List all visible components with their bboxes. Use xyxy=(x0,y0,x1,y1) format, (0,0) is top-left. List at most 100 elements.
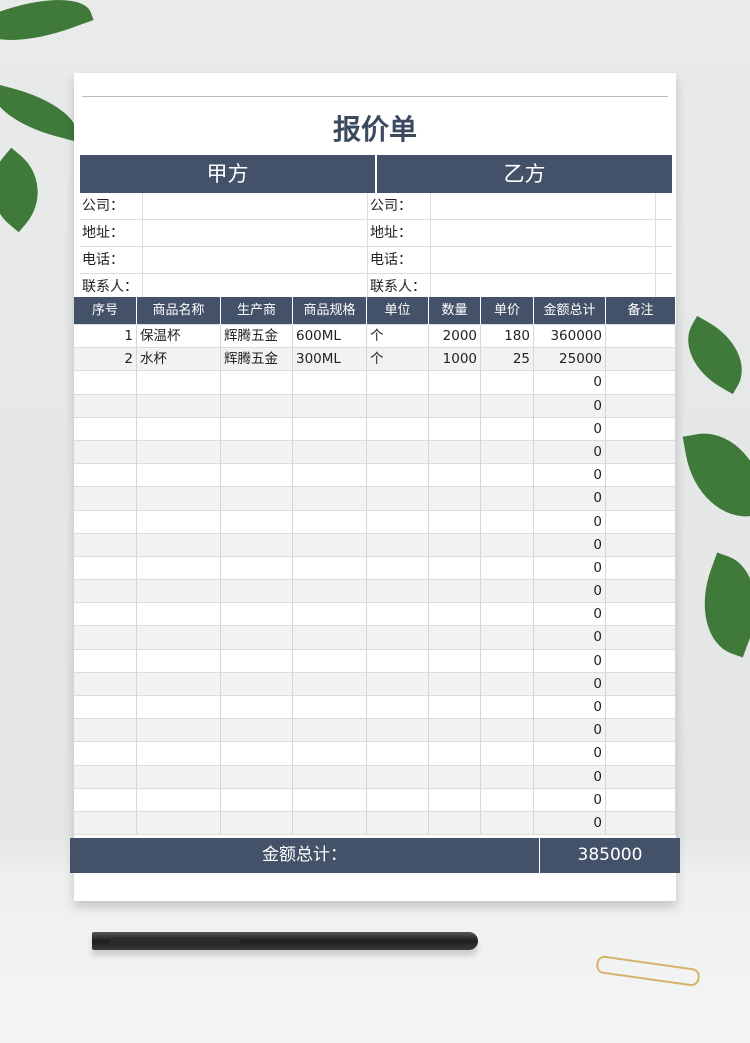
table-cell[interactable] xyxy=(606,487,676,511)
table-cell[interactable]: 保温杯 xyxy=(137,325,221,349)
table-cell[interactable]: 水杯 xyxy=(137,348,221,372)
table-cell[interactable] xyxy=(293,603,367,627)
table-cell[interactable] xyxy=(481,788,534,812)
table-cell[interactable] xyxy=(429,580,481,604)
table-cell[interactable] xyxy=(137,672,221,696)
table-cell[interactable] xyxy=(137,696,221,720)
table-cell[interactable] xyxy=(429,788,481,812)
table-cell[interactable] xyxy=(606,371,676,395)
table-cell[interactable]: 2000 xyxy=(429,325,481,349)
table-cell[interactable] xyxy=(221,487,293,511)
table-cell[interactable] xyxy=(429,603,481,627)
table-cell[interactable] xyxy=(367,765,429,789)
table-cell[interactable] xyxy=(137,603,221,627)
table-cell[interactable] xyxy=(606,440,676,465)
table-cell[interactable] xyxy=(137,765,221,789)
table-cell[interactable] xyxy=(429,464,481,488)
table-cell[interactable]: 2 xyxy=(74,348,137,372)
table-cell[interactable]: 辉腾五金 xyxy=(221,325,293,349)
table-cell[interactable] xyxy=(137,487,221,511)
party-b-field-value[interactable] xyxy=(431,274,656,300)
table-cell[interactable] xyxy=(429,510,481,534)
table-cell[interactable] xyxy=(137,742,221,766)
table-cell[interactable] xyxy=(606,649,676,673)
party-a-field-value[interactable] xyxy=(143,274,368,300)
table-cell[interactable] xyxy=(367,672,429,696)
table-cell[interactable] xyxy=(137,510,221,534)
table-cell[interactable] xyxy=(221,394,293,418)
table-cell[interactable] xyxy=(74,603,137,627)
table-cell[interactable] xyxy=(74,649,137,673)
table-cell[interactable] xyxy=(481,394,534,418)
table-cell[interactable] xyxy=(481,440,534,465)
table-cell[interactable] xyxy=(137,719,221,743)
table-cell[interactable] xyxy=(221,626,293,650)
table-cell[interactable] xyxy=(221,672,293,696)
table-cell[interactable] xyxy=(429,765,481,789)
table-cell[interactable] xyxy=(74,371,137,395)
table-cell[interactable] xyxy=(367,719,429,743)
table-cell[interactable]: 0 xyxy=(534,510,606,534)
table-cell[interactable] xyxy=(137,440,221,465)
table-cell[interactable] xyxy=(606,464,676,488)
table-cell[interactable] xyxy=(429,417,481,441)
table-cell[interactable]: 300ML xyxy=(293,348,367,372)
table-cell[interactable] xyxy=(606,626,676,650)
table-cell[interactable] xyxy=(367,394,429,418)
table-cell[interactable] xyxy=(606,811,676,836)
table-cell[interactable] xyxy=(606,696,676,720)
table-cell[interactable] xyxy=(293,649,367,673)
table-cell[interactable] xyxy=(74,672,137,696)
table-cell[interactable]: 0 xyxy=(534,719,606,743)
table-cell[interactable] xyxy=(221,556,293,581)
table-cell[interactable] xyxy=(367,533,429,557)
table-cell[interactable] xyxy=(293,394,367,418)
table-cell[interactable] xyxy=(481,580,534,604)
table-cell[interactable] xyxy=(429,649,481,673)
table-cell[interactable] xyxy=(429,811,481,836)
table-cell[interactable] xyxy=(74,696,137,720)
table-cell[interactable]: 25000 xyxy=(534,348,606,372)
table-cell[interactable] xyxy=(429,371,481,395)
table-cell[interactable] xyxy=(367,811,429,836)
table-cell[interactable] xyxy=(137,580,221,604)
table-cell[interactable]: 0 xyxy=(534,533,606,557)
table-cell[interactable] xyxy=(606,580,676,604)
table-cell[interactable] xyxy=(429,394,481,418)
table-cell[interactable] xyxy=(481,696,534,720)
table-cell[interactable] xyxy=(367,371,429,395)
table-cell[interactable] xyxy=(74,719,137,743)
table-cell[interactable] xyxy=(367,487,429,511)
table-cell[interactable] xyxy=(137,649,221,673)
table-cell[interactable]: 个 xyxy=(367,348,429,372)
table-cell[interactable] xyxy=(606,510,676,534)
table-cell[interactable] xyxy=(481,719,534,743)
table-cell[interactable] xyxy=(481,811,534,836)
table-cell[interactable] xyxy=(481,417,534,441)
table-cell[interactable] xyxy=(606,742,676,766)
table-cell[interactable]: 180 xyxy=(481,325,534,349)
table-cell[interactable] xyxy=(221,417,293,441)
table-cell[interactable] xyxy=(606,765,676,789)
table-cell[interactable] xyxy=(481,649,534,673)
table-cell[interactable]: 0 xyxy=(534,603,606,627)
table-cell[interactable] xyxy=(221,788,293,812)
table-cell[interactable]: 个 xyxy=(367,325,429,349)
table-cell[interactable] xyxy=(74,510,137,534)
table-cell[interactable] xyxy=(429,556,481,581)
table-cell[interactable]: 0 xyxy=(534,672,606,696)
table-cell[interactable] xyxy=(293,487,367,511)
table-cell[interactable] xyxy=(481,603,534,627)
party-a-field-value[interactable] xyxy=(143,247,368,273)
table-cell[interactable] xyxy=(74,487,137,511)
table-cell[interactable] xyxy=(74,440,137,465)
table-cell[interactable]: 0 xyxy=(534,788,606,812)
table-cell[interactable] xyxy=(221,649,293,673)
table-cell[interactable] xyxy=(74,533,137,557)
table-cell[interactable] xyxy=(481,533,534,557)
table-cell[interactable]: 0 xyxy=(534,417,606,441)
table-cell[interactable]: 0 xyxy=(534,811,606,836)
table-cell[interactable] xyxy=(481,556,534,581)
table-cell[interactable] xyxy=(429,672,481,696)
table-cell[interactable] xyxy=(606,533,676,557)
